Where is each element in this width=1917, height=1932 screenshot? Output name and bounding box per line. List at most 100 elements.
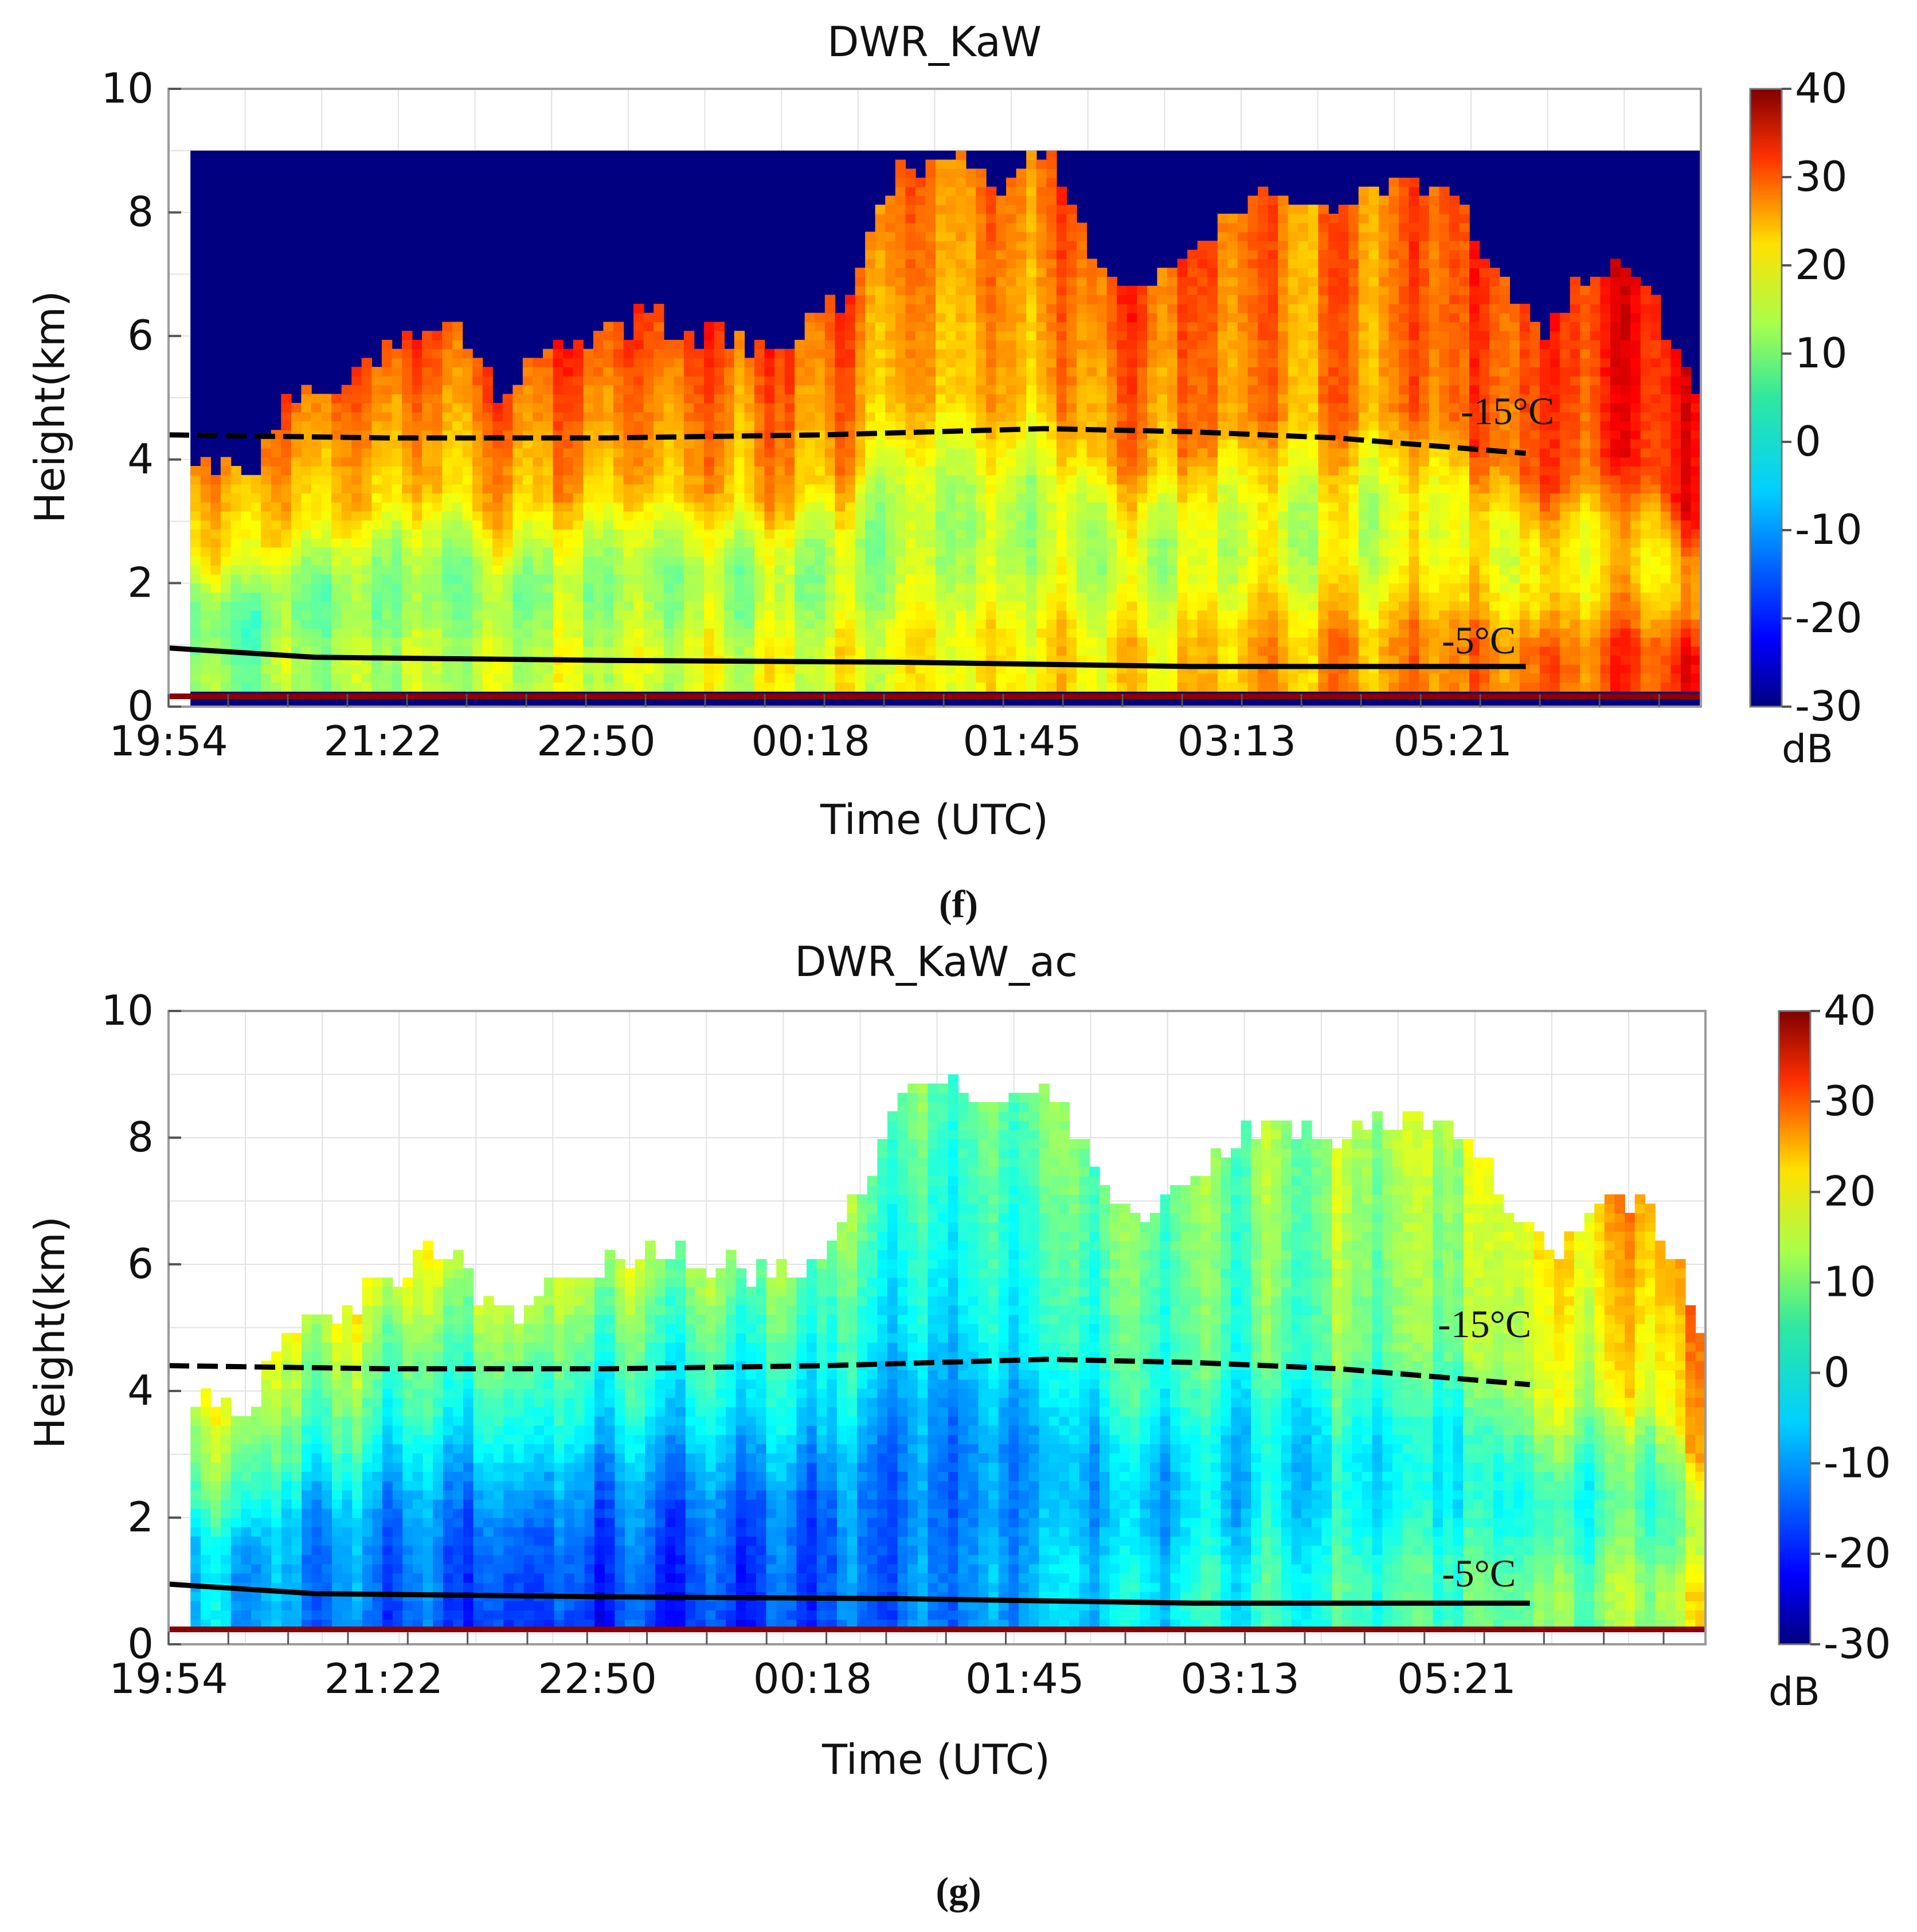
heatmap-cell xyxy=(623,547,634,557)
heatmap-cell xyxy=(472,601,483,611)
heatmap-cell xyxy=(824,628,836,638)
heatmap-cell xyxy=(1288,222,1299,233)
heatmap-cell xyxy=(1217,673,1229,683)
heatmap-cell xyxy=(885,385,896,395)
heatmap-cell xyxy=(976,232,987,241)
heatmap-cell xyxy=(1247,412,1258,422)
heatmap-cell xyxy=(1308,232,1319,241)
heatmap-cell xyxy=(865,682,876,692)
heatmap-cell xyxy=(1247,394,1258,403)
heatmap-cell xyxy=(512,538,523,548)
heatmap-cell xyxy=(502,574,514,584)
heatmap-cell xyxy=(996,304,1007,313)
heatmap-cell xyxy=(553,556,564,566)
heatmap-cell xyxy=(1328,375,1339,386)
heatmap-cell xyxy=(895,583,906,593)
heatmap-cell xyxy=(714,501,725,512)
heatmap-cell xyxy=(1157,637,1168,647)
heatmap-cell xyxy=(1267,348,1279,359)
heatmap-cell xyxy=(402,331,413,340)
heatmap-cell xyxy=(1197,304,1208,313)
heatmap-cell xyxy=(724,511,735,521)
heatmap-cell xyxy=(895,213,906,224)
heatmap-cell xyxy=(533,385,543,395)
heatmap-cell xyxy=(603,565,614,575)
heatmap-cell xyxy=(1247,610,1258,620)
heatmap-cell xyxy=(976,682,987,692)
heatmap-cell xyxy=(321,664,332,674)
heatmap-cell xyxy=(844,628,856,638)
heatmap-cell xyxy=(835,619,846,629)
heatmap-cell xyxy=(663,493,675,503)
heatmap-cell xyxy=(553,438,564,449)
heatmap-cell xyxy=(885,222,896,233)
heatmap-cell xyxy=(381,628,393,638)
heatmap-cell xyxy=(1217,547,1229,557)
heatmap-cell xyxy=(563,601,574,611)
heatmap-cell xyxy=(220,466,232,476)
heatmap-cell xyxy=(714,601,725,611)
heatmap-cell xyxy=(381,601,393,611)
heatmap-cell xyxy=(1187,511,1198,521)
heatmap-cell xyxy=(392,664,402,674)
heatmap-cell xyxy=(895,637,906,647)
heatmap-cell xyxy=(1006,673,1017,683)
heatmap-cell xyxy=(1308,312,1319,323)
heatmap-cell xyxy=(1288,475,1299,485)
heatmap-cell xyxy=(311,402,322,413)
heatmap-cell xyxy=(1016,241,1027,250)
heatmap-cell xyxy=(996,547,1007,557)
heatmap-cell xyxy=(462,385,473,395)
heatmap-cell xyxy=(1026,339,1037,350)
heatmap-cell xyxy=(371,556,382,566)
heatmap-cell xyxy=(804,412,816,422)
heatmap-cell xyxy=(815,322,826,332)
heatmap-cell xyxy=(462,520,473,530)
heatmap-cell xyxy=(1147,412,1158,422)
heatmap-cell xyxy=(875,258,886,268)
heatmap-cell xyxy=(704,592,715,602)
heatmap-cell xyxy=(915,304,926,313)
heatmap-cell xyxy=(1288,610,1299,620)
heatmap-cell xyxy=(724,547,735,557)
heatmap-cell xyxy=(965,385,977,395)
heatmap-cell xyxy=(905,421,916,430)
heatmap-cell xyxy=(1016,195,1027,205)
heatmap-cell xyxy=(663,375,675,386)
heatmap-cell xyxy=(815,394,826,403)
heatmap-cell xyxy=(341,466,353,476)
heatmap-cell xyxy=(1318,628,1329,638)
heatmap-cell xyxy=(341,421,353,430)
heatmap-cell xyxy=(976,673,987,683)
heatmap-cell xyxy=(764,358,775,367)
heatmap-cell xyxy=(351,520,362,530)
heatmap-cell xyxy=(1137,385,1148,395)
heatmap-cell xyxy=(291,457,302,467)
heatmap-cell xyxy=(865,457,876,467)
heatmap-cell xyxy=(200,565,212,575)
heatmap-cell xyxy=(936,673,946,683)
heatmap-cell xyxy=(764,628,775,638)
heatmap-cell xyxy=(613,438,624,449)
heatmap-cell xyxy=(976,538,987,548)
heatmap-cell xyxy=(553,367,564,377)
heatmap-cell xyxy=(965,682,977,692)
heatmap-cell xyxy=(643,394,654,403)
heatmap-cell xyxy=(1056,312,1067,323)
heatmap-cell xyxy=(422,619,433,629)
heatmap-cell xyxy=(936,258,946,268)
heatmap-cell xyxy=(1117,628,1128,638)
heatmap-cell xyxy=(522,529,534,539)
heatmap-cell xyxy=(1318,520,1329,530)
heatmap-cell xyxy=(422,484,433,493)
heatmap-cell xyxy=(291,511,302,521)
heatmap-cell xyxy=(492,475,503,485)
heatmap-cell xyxy=(1086,331,1097,340)
heatmap-cell xyxy=(1308,538,1319,548)
heatmap-cell xyxy=(714,402,725,413)
heatmap-cell xyxy=(824,574,836,584)
heatmap-cell xyxy=(1046,358,1057,367)
heatmap-cell xyxy=(371,367,382,377)
heatmap-cell xyxy=(945,520,956,530)
heatmap-cell xyxy=(603,637,614,647)
